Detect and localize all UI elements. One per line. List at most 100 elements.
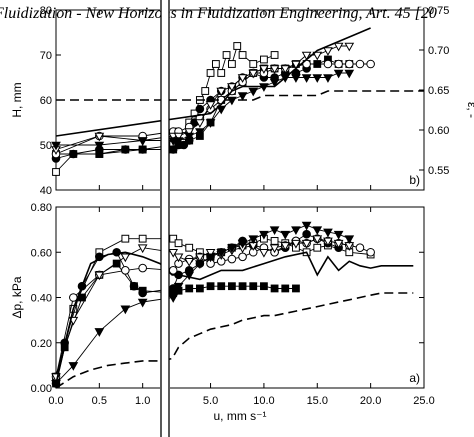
data-point	[137, 137, 148, 146]
data-point	[355, 243, 365, 253]
data-point	[238, 252, 247, 262]
data-point	[195, 104, 205, 114]
data-point	[227, 60, 236, 68]
data-point	[130, 282, 138, 291]
data-point	[333, 239, 344, 249]
running-header: Fluidization - New Horizons in Fluidizat…	[0, 5, 437, 22]
data-point	[269, 78, 280, 88]
data-point	[333, 42, 344, 52]
x-tick-label: 1.0	[135, 395, 150, 407]
data-point	[281, 284, 290, 293]
data-point	[184, 132, 195, 142]
data-point	[334, 59, 343, 69]
data-point	[216, 87, 227, 97]
panel-label: a)	[409, 371, 420, 385]
y2-tick-label: 0.65	[428, 85, 449, 97]
data-point	[168, 294, 179, 303]
data-point	[301, 74, 312, 83]
x-tick-label: 5.0	[203, 395, 218, 407]
series-line-7	[55, 292, 414, 389]
data-point	[280, 242, 291, 251]
data-point	[217, 69, 226, 77]
data-point	[248, 87, 259, 97]
panel-label: b)	[409, 173, 420, 187]
data-point	[233, 42, 242, 50]
data-point	[137, 244, 148, 254]
data-point	[206, 69, 215, 77]
data-point	[138, 234, 147, 243]
data-point	[333, 69, 344, 79]
x-axis-label: u, mm s⁻¹	[214, 409, 267, 423]
data-point	[344, 69, 355, 79]
data-point	[312, 226, 323, 236]
data-point	[173, 137, 184, 146]
data-point	[205, 253, 216, 263]
data-point	[206, 282, 215, 291]
series-line-6	[55, 251, 414, 384]
data-point	[248, 69, 259, 79]
data-point	[249, 60, 258, 68]
y-tick-label: 60	[40, 95, 52, 107]
data-point	[238, 282, 247, 291]
data-point	[291, 74, 301, 83]
data-point	[366, 247, 375, 257]
data-point	[184, 258, 195, 267]
panel-b-chart: 40 50 60 70 80 0.55 0.60 0.65 0.70 0.75 ε, - H, mm b…	[10, 5, 474, 197]
data-point	[52, 168, 60, 176]
data-point	[237, 92, 248, 101]
data-point	[238, 51, 247, 59]
data-point	[121, 234, 130, 243]
y-axis-label: H, mm	[10, 82, 24, 117]
data-point	[313, 243, 322, 252]
data-point	[185, 284, 194, 293]
y-tick-label: 50	[40, 140, 52, 152]
data-point	[249, 282, 258, 291]
data-point	[270, 284, 279, 293]
data-point	[94, 328, 105, 337]
data-point	[216, 248, 227, 258]
data-point	[173, 282, 184, 292]
data-point	[291, 226, 301, 236]
data-point	[120, 305, 131, 315]
y2-axis-label: ε, -	[465, 102, 474, 118]
data-point	[323, 237, 333, 247]
data-point	[344, 235, 355, 245]
data-point	[137, 298, 148, 308]
y2-tick-label: 0.70	[428, 45, 449, 57]
data-point	[227, 254, 237, 264]
data-point	[121, 266, 130, 275]
plot-frame-right	[170, 206, 425, 389]
data-point	[78, 293, 86, 302]
data-point	[184, 271, 195, 281]
x-tick-label: 10.0	[253, 395, 274, 407]
data-point	[237, 239, 248, 249]
data-point	[169, 145, 178, 154]
data-point	[259, 248, 269, 258]
data-point	[259, 230, 269, 240]
data-point	[217, 282, 226, 291]
axis-break-band	[161, 0, 169, 437]
data-point	[174, 239, 183, 248]
y-tick-label: 0.00	[31, 383, 52, 395]
data-point	[323, 228, 333, 238]
data-point	[173, 253, 184, 263]
data-point	[344, 42, 355, 52]
data-point	[280, 230, 291, 240]
data-point	[51, 141, 61, 151]
data-point	[95, 150, 104, 158]
data-point	[184, 128, 195, 137]
y2-tick-label: 0.60	[428, 125, 449, 137]
plot-frame-right	[170, 9, 425, 191]
data-point	[94, 271, 105, 281]
data-point	[248, 235, 259, 245]
data-point	[301, 221, 312, 231]
data-point	[120, 253, 131, 263]
data-point	[138, 263, 147, 273]
x-tick-label: 25.0	[413, 395, 434, 407]
data-point	[195, 119, 205, 128]
data-point	[301, 51, 312, 61]
data-point	[68, 362, 79, 371]
data-point	[302, 229, 311, 239]
data-point	[291, 239, 301, 249]
data-point	[185, 243, 194, 252]
